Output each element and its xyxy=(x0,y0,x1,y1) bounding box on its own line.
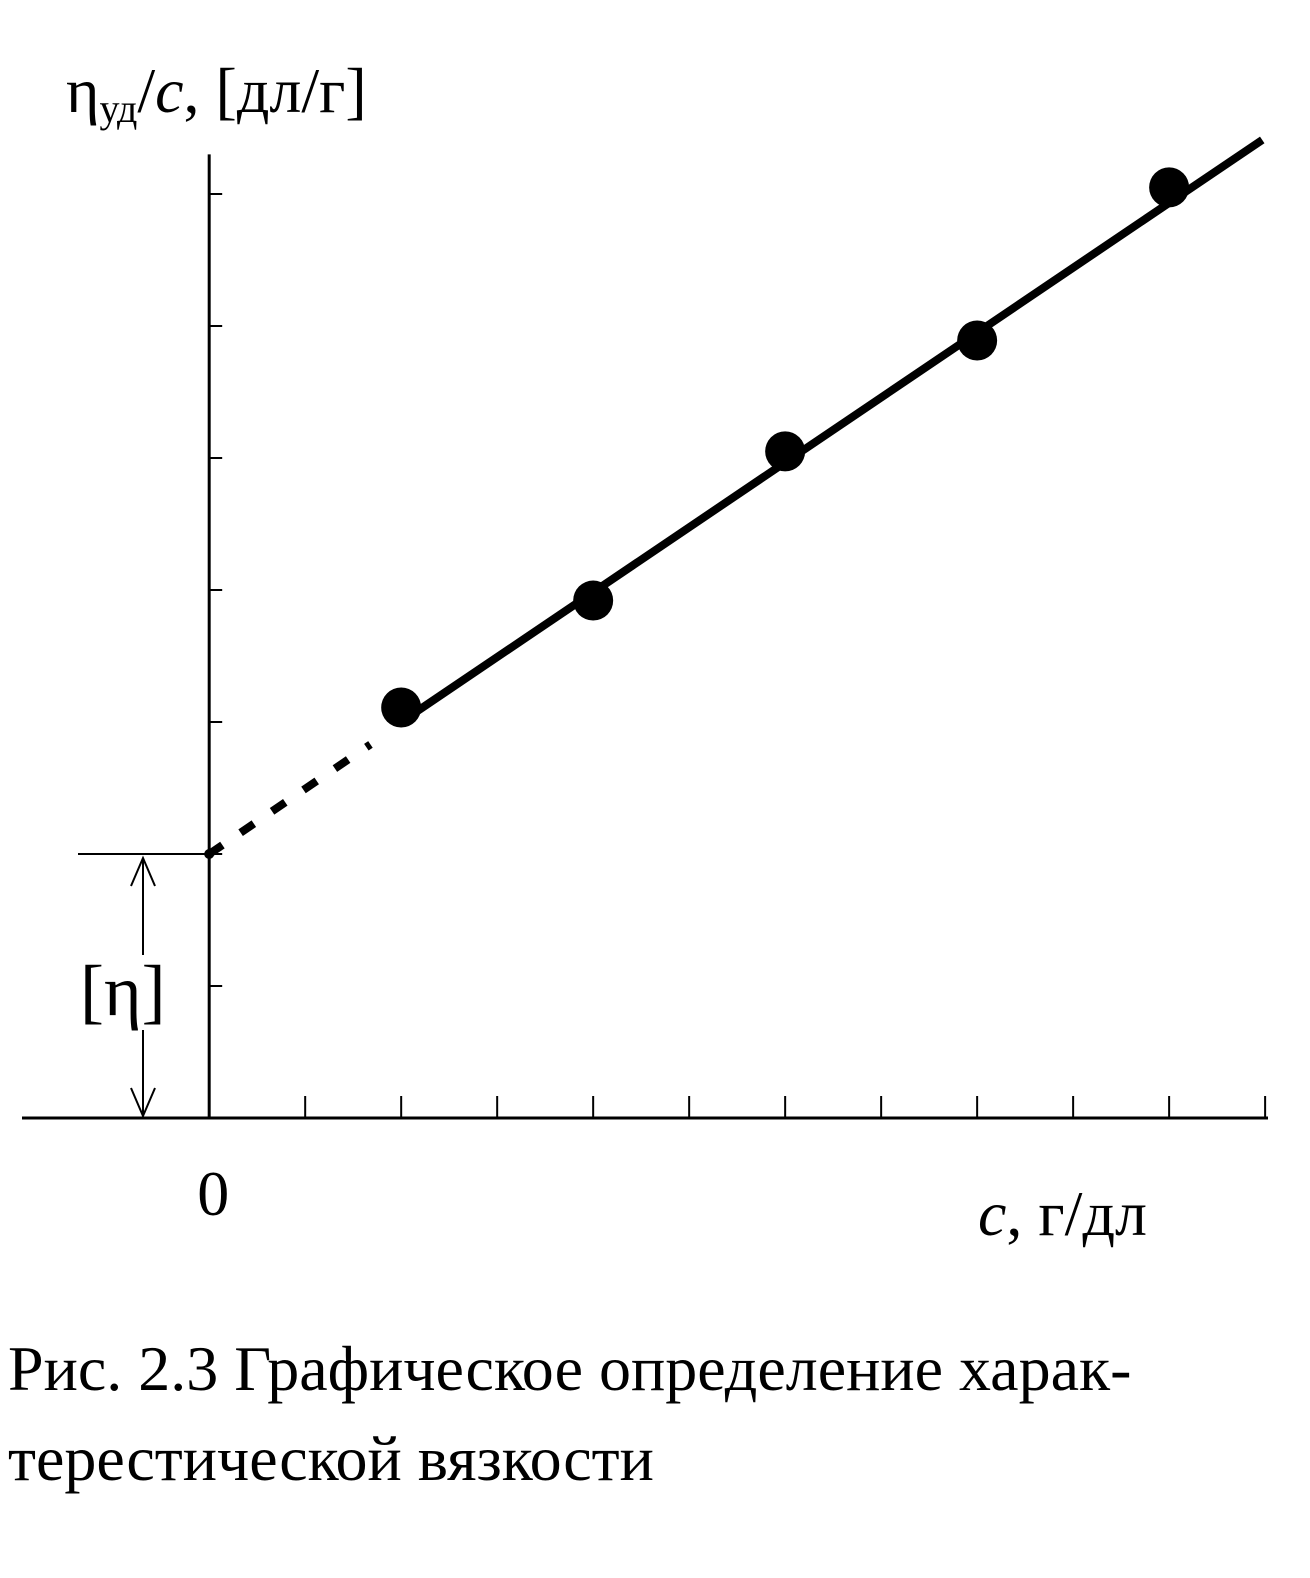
caption-line: Рис. 2.3 Графическое определение харак- xyxy=(8,1333,1131,1404)
y-axis-label: ηуд/c, [дл/г] xyxy=(66,55,367,131)
data-point xyxy=(381,687,422,728)
x-tick-label: 0 xyxy=(197,1158,229,1229)
data-point xyxy=(573,580,614,621)
data-point xyxy=(765,431,806,472)
y-label-part: , [дл/г] xyxy=(184,55,367,126)
y-label-part: / xyxy=(137,55,155,126)
fit-line xyxy=(398,136,1265,726)
caption-line: терестической вязкости xyxy=(8,1423,654,1494)
x-label-part: , г/дл xyxy=(1006,1178,1147,1249)
data-point xyxy=(1149,167,1190,208)
extrapolation-line xyxy=(206,741,373,858)
y-label-part: c xyxy=(155,55,183,126)
y-label-part: уд xyxy=(99,86,137,131)
annotation: [η] xyxy=(80,951,166,1031)
arrows xyxy=(130,855,156,1119)
y-label-part: η xyxy=(66,55,99,126)
x-axis-label: c, г/дл xyxy=(978,1178,1147,1249)
x-label-part: c xyxy=(978,1178,1006,1249)
data-point xyxy=(957,320,998,361)
